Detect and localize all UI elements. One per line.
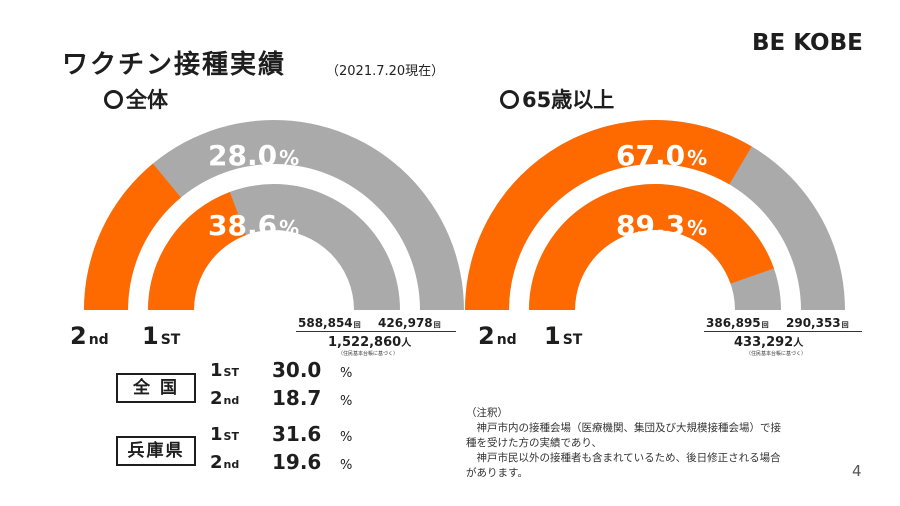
page-title: ワクチン接種実績 (62, 50, 287, 80)
page-number: 4 (852, 462, 862, 480)
section-title-65plus: 65歳以上 (500, 84, 614, 114)
as-of-date: （2021.7.20現在） (326, 64, 445, 79)
right-basis-note: （住民基本台帳に基づく） (746, 351, 807, 357)
footnote-heading: （注釈） (466, 407, 508, 419)
national-2nd-label: 2nd (210, 388, 240, 409)
prefecture-2nd-value: 19.6 (272, 450, 322, 474)
right-1st-label: 1 ST (544, 322, 583, 350)
circle-icon (104, 90, 123, 109)
left-outer-remaining-arc (84, 120, 464, 310)
national-1st-value: 30.0 (272, 358, 322, 382)
footnote-line: 神戸市民以外の接種者も含まれているため、後日修正される場合 (466, 452, 781, 464)
be-kobe-logo: BE KOBE (752, 30, 863, 56)
left-basis-note: （住民基本台帳に基づく） (338, 351, 399, 357)
national-label: 全 国 (116, 373, 196, 403)
right-population: 433,292人 (734, 335, 804, 350)
right-inner-1st-arc (529, 184, 774, 310)
prefecture-2nd-label: 2nd (210, 452, 240, 473)
prefecture-2nd-unit: % (340, 458, 353, 473)
section-title-all: 全体 (104, 84, 168, 114)
prefecture-1st-label: 1ST (210, 424, 239, 445)
footnote-line: 種を受けた方の実績であり、 (466, 437, 602, 449)
right-inner-percent: 89.3% (616, 209, 708, 242)
left-inner-1st-arc (148, 191, 246, 310)
prefecture-1st-unit: % (340, 430, 353, 445)
national-2nd-unit: % (340, 394, 353, 409)
national-2nd-value: 18.7 (272, 386, 322, 410)
prefecture-label: 兵庫県 (116, 436, 196, 466)
left-outer-2nd-arc (84, 163, 181, 310)
right-outer-percent: 67.0% (616, 139, 708, 172)
left-count-1st: 588,854回 (298, 316, 361, 330)
right-count-2nd: 290,353回 (786, 316, 849, 330)
circle-icon (500, 90, 519, 109)
left-population: 1,522,860人 (328, 335, 412, 350)
national-1st-unit: % (340, 366, 353, 381)
footnote-line: があります。 (466, 467, 528, 479)
left-inner-percent: 38.6% (208, 209, 300, 242)
left-count-2nd: 426,978回 (378, 316, 441, 330)
left-divider (296, 331, 456, 332)
national-1st-label: 1ST (210, 360, 239, 381)
left-1st-label: 1 ST (142, 322, 181, 350)
footnote: （注釈） 神戸市内の接種会場（医療機関、集団及び大規模接種会場）で接 種を受けた… (466, 406, 846, 481)
right-outer-2nd-arc (465, 119, 752, 310)
footnote-line: 神戸市内の接種会場（医療機関、集団及び大規模接種会場）で接 (466, 422, 781, 434)
prefecture-1st-value: 31.6 (272, 422, 322, 446)
right-divider (704, 331, 862, 332)
right-count-1st: 386,895回 (706, 316, 769, 330)
left-outer-percent: 28.0% (208, 139, 300, 172)
